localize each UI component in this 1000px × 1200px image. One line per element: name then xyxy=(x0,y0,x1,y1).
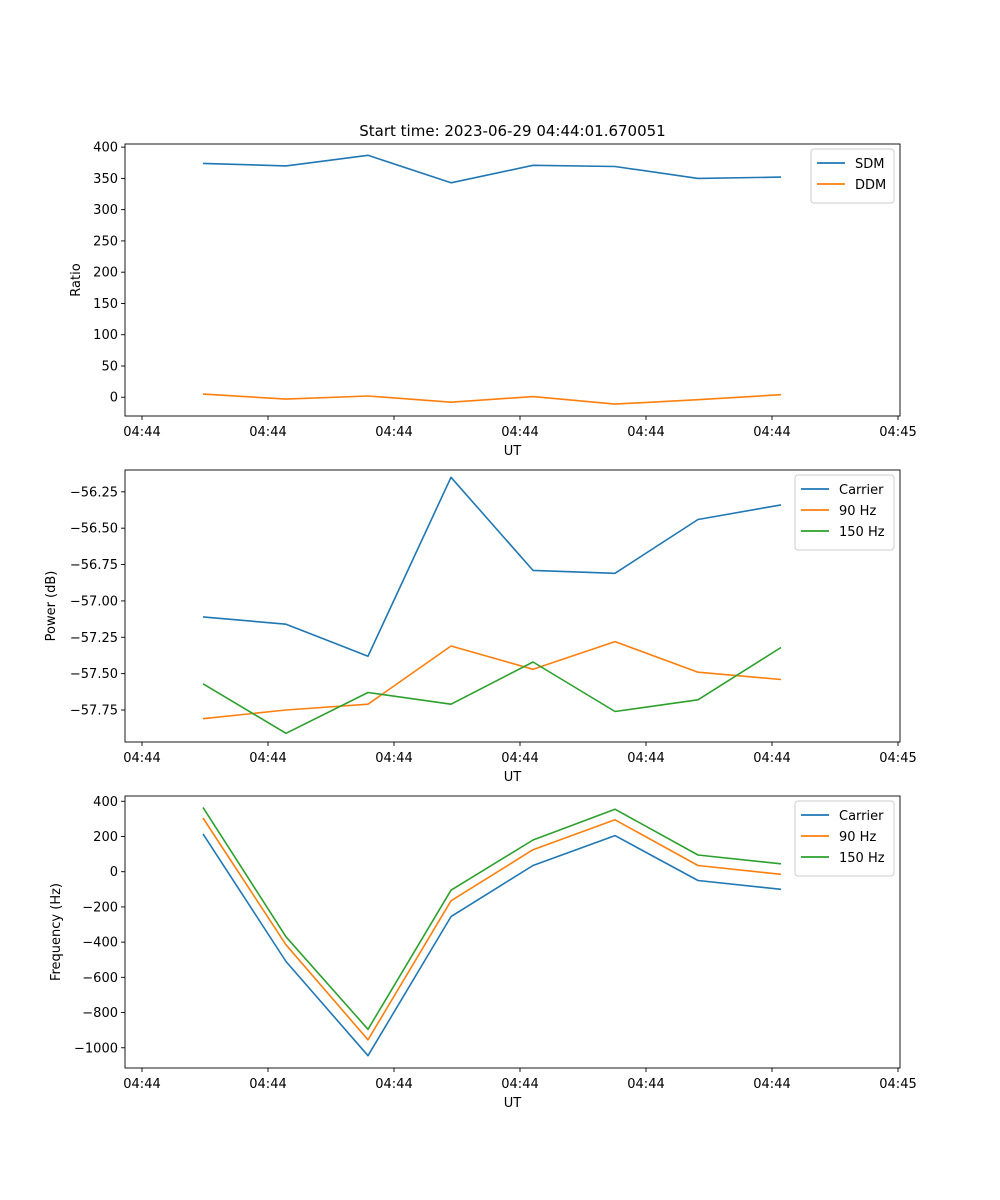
y-tick-label: −56.75 xyxy=(70,558,118,573)
x-tick-label: 04:44 xyxy=(627,1077,664,1092)
series-line xyxy=(202,833,782,1057)
x-tick-label: 04:44 xyxy=(501,425,538,440)
x-tick-label: 04:44 xyxy=(501,1077,538,1092)
y-tick-label: −800 xyxy=(82,1006,118,1021)
legend-label: 150 Hz xyxy=(839,851,885,866)
x-tick-label: 04:44 xyxy=(249,425,286,440)
y-tick-label: −600 xyxy=(82,971,118,986)
series-line xyxy=(202,476,782,658)
chart-panel-2: −57.75 −57.50 −57.25 −57.00 −56.75 −56.50 −56.… xyxy=(44,469,917,785)
axes-frame xyxy=(124,795,901,1069)
y-tick-label: 50 xyxy=(101,359,118,374)
x-axis-label: UT xyxy=(504,444,522,459)
x-tick-label: 04:44 xyxy=(123,425,160,440)
y-tick-label: 200 xyxy=(93,830,118,845)
y-tick-label: −56.50 xyxy=(70,522,118,537)
y-tick-label: 400 xyxy=(93,141,118,156)
x-tick-label: 04:44 xyxy=(753,1077,790,1092)
y-axis-label: Frequency (Hz) xyxy=(49,883,64,981)
y-tick-label: 350 xyxy=(93,172,118,187)
series-line xyxy=(202,646,782,735)
legend-label: Carrier xyxy=(839,483,884,498)
legend-label: DDM xyxy=(855,178,886,193)
legend-label: 90 Hz xyxy=(839,504,876,519)
y-tick-label: −56.25 xyxy=(70,485,118,500)
legend: Carrier 90 Hz 150 Hz xyxy=(794,800,895,877)
y-tick-label: 100 xyxy=(93,328,118,343)
y-tick-label: −200 xyxy=(82,900,118,915)
y-tick-label: −400 xyxy=(82,936,118,951)
x-tick-label: 04:45 xyxy=(879,751,916,766)
legend-label: SDM xyxy=(855,157,884,172)
y-axis-label: Power (dB) xyxy=(44,571,59,642)
x-tick-label: 04:44 xyxy=(123,751,160,766)
legend-label: 90 Hz xyxy=(839,830,876,845)
y-axis-label: Ratio xyxy=(69,263,84,296)
x-tick-label: 04:44 xyxy=(753,425,790,440)
chart-panel-3: −1000 −800 −600 −400 −200 0 200 400 04:44 04:44 04… xyxy=(49,795,917,1111)
series-line xyxy=(202,154,782,184)
x-tick-label: 04:44 xyxy=(753,751,790,766)
y-tick-label: −57.00 xyxy=(70,594,118,609)
y-tick-label: 250 xyxy=(93,234,118,249)
y-tick-label: 150 xyxy=(93,297,118,312)
series-line xyxy=(202,806,782,1031)
y-tick-label: 400 xyxy=(93,795,118,810)
series-line xyxy=(202,817,782,1041)
y-tick-label: 200 xyxy=(93,266,118,281)
chart-panel-1: Start time: 2023-06-29 04:44:01.670051 0 5… xyxy=(69,122,917,459)
y-tick-label: −57.25 xyxy=(70,631,118,646)
legend-label: Carrier xyxy=(839,809,884,824)
x-tick-label: 04:44 xyxy=(501,751,538,766)
y-tick-label: −57.75 xyxy=(70,704,118,719)
x-tick-label: 04:44 xyxy=(375,1077,412,1092)
series-line xyxy=(202,393,782,405)
legend: Carrier 90 Hz 150 Hz xyxy=(794,474,895,551)
legend-label: 150 Hz xyxy=(839,525,885,540)
x-tick-label: 04:44 xyxy=(249,1077,286,1092)
axes-frame xyxy=(124,143,901,417)
x-tick-label: 04:44 xyxy=(123,1077,160,1092)
x-tick-label: 04:44 xyxy=(375,751,412,766)
y-tick-label: −1000 xyxy=(74,1041,118,1056)
x-axis-label: UT xyxy=(504,770,522,785)
x-tick-label: 04:44 xyxy=(375,425,412,440)
y-tick-label: −57.50 xyxy=(70,667,118,682)
series-line xyxy=(202,640,782,720)
axes-frame xyxy=(124,469,901,743)
x-tick-label: 04:44 xyxy=(249,751,286,766)
legend: SDM DDM xyxy=(810,148,895,204)
y-tick-label: 0 xyxy=(110,865,118,880)
x-tick-label: 04:44 xyxy=(627,425,664,440)
x-tick-label: 04:45 xyxy=(879,1077,916,1092)
x-tick-label: 04:44 xyxy=(627,751,664,766)
chart-title: Start time: 2023-06-29 04:44:01.670051 xyxy=(359,122,665,140)
x-axis-label: UT xyxy=(504,1096,522,1111)
y-tick-label: 300 xyxy=(93,203,118,218)
y-tick-label: 0 xyxy=(110,391,118,406)
x-tick-label: 04:45 xyxy=(879,425,916,440)
